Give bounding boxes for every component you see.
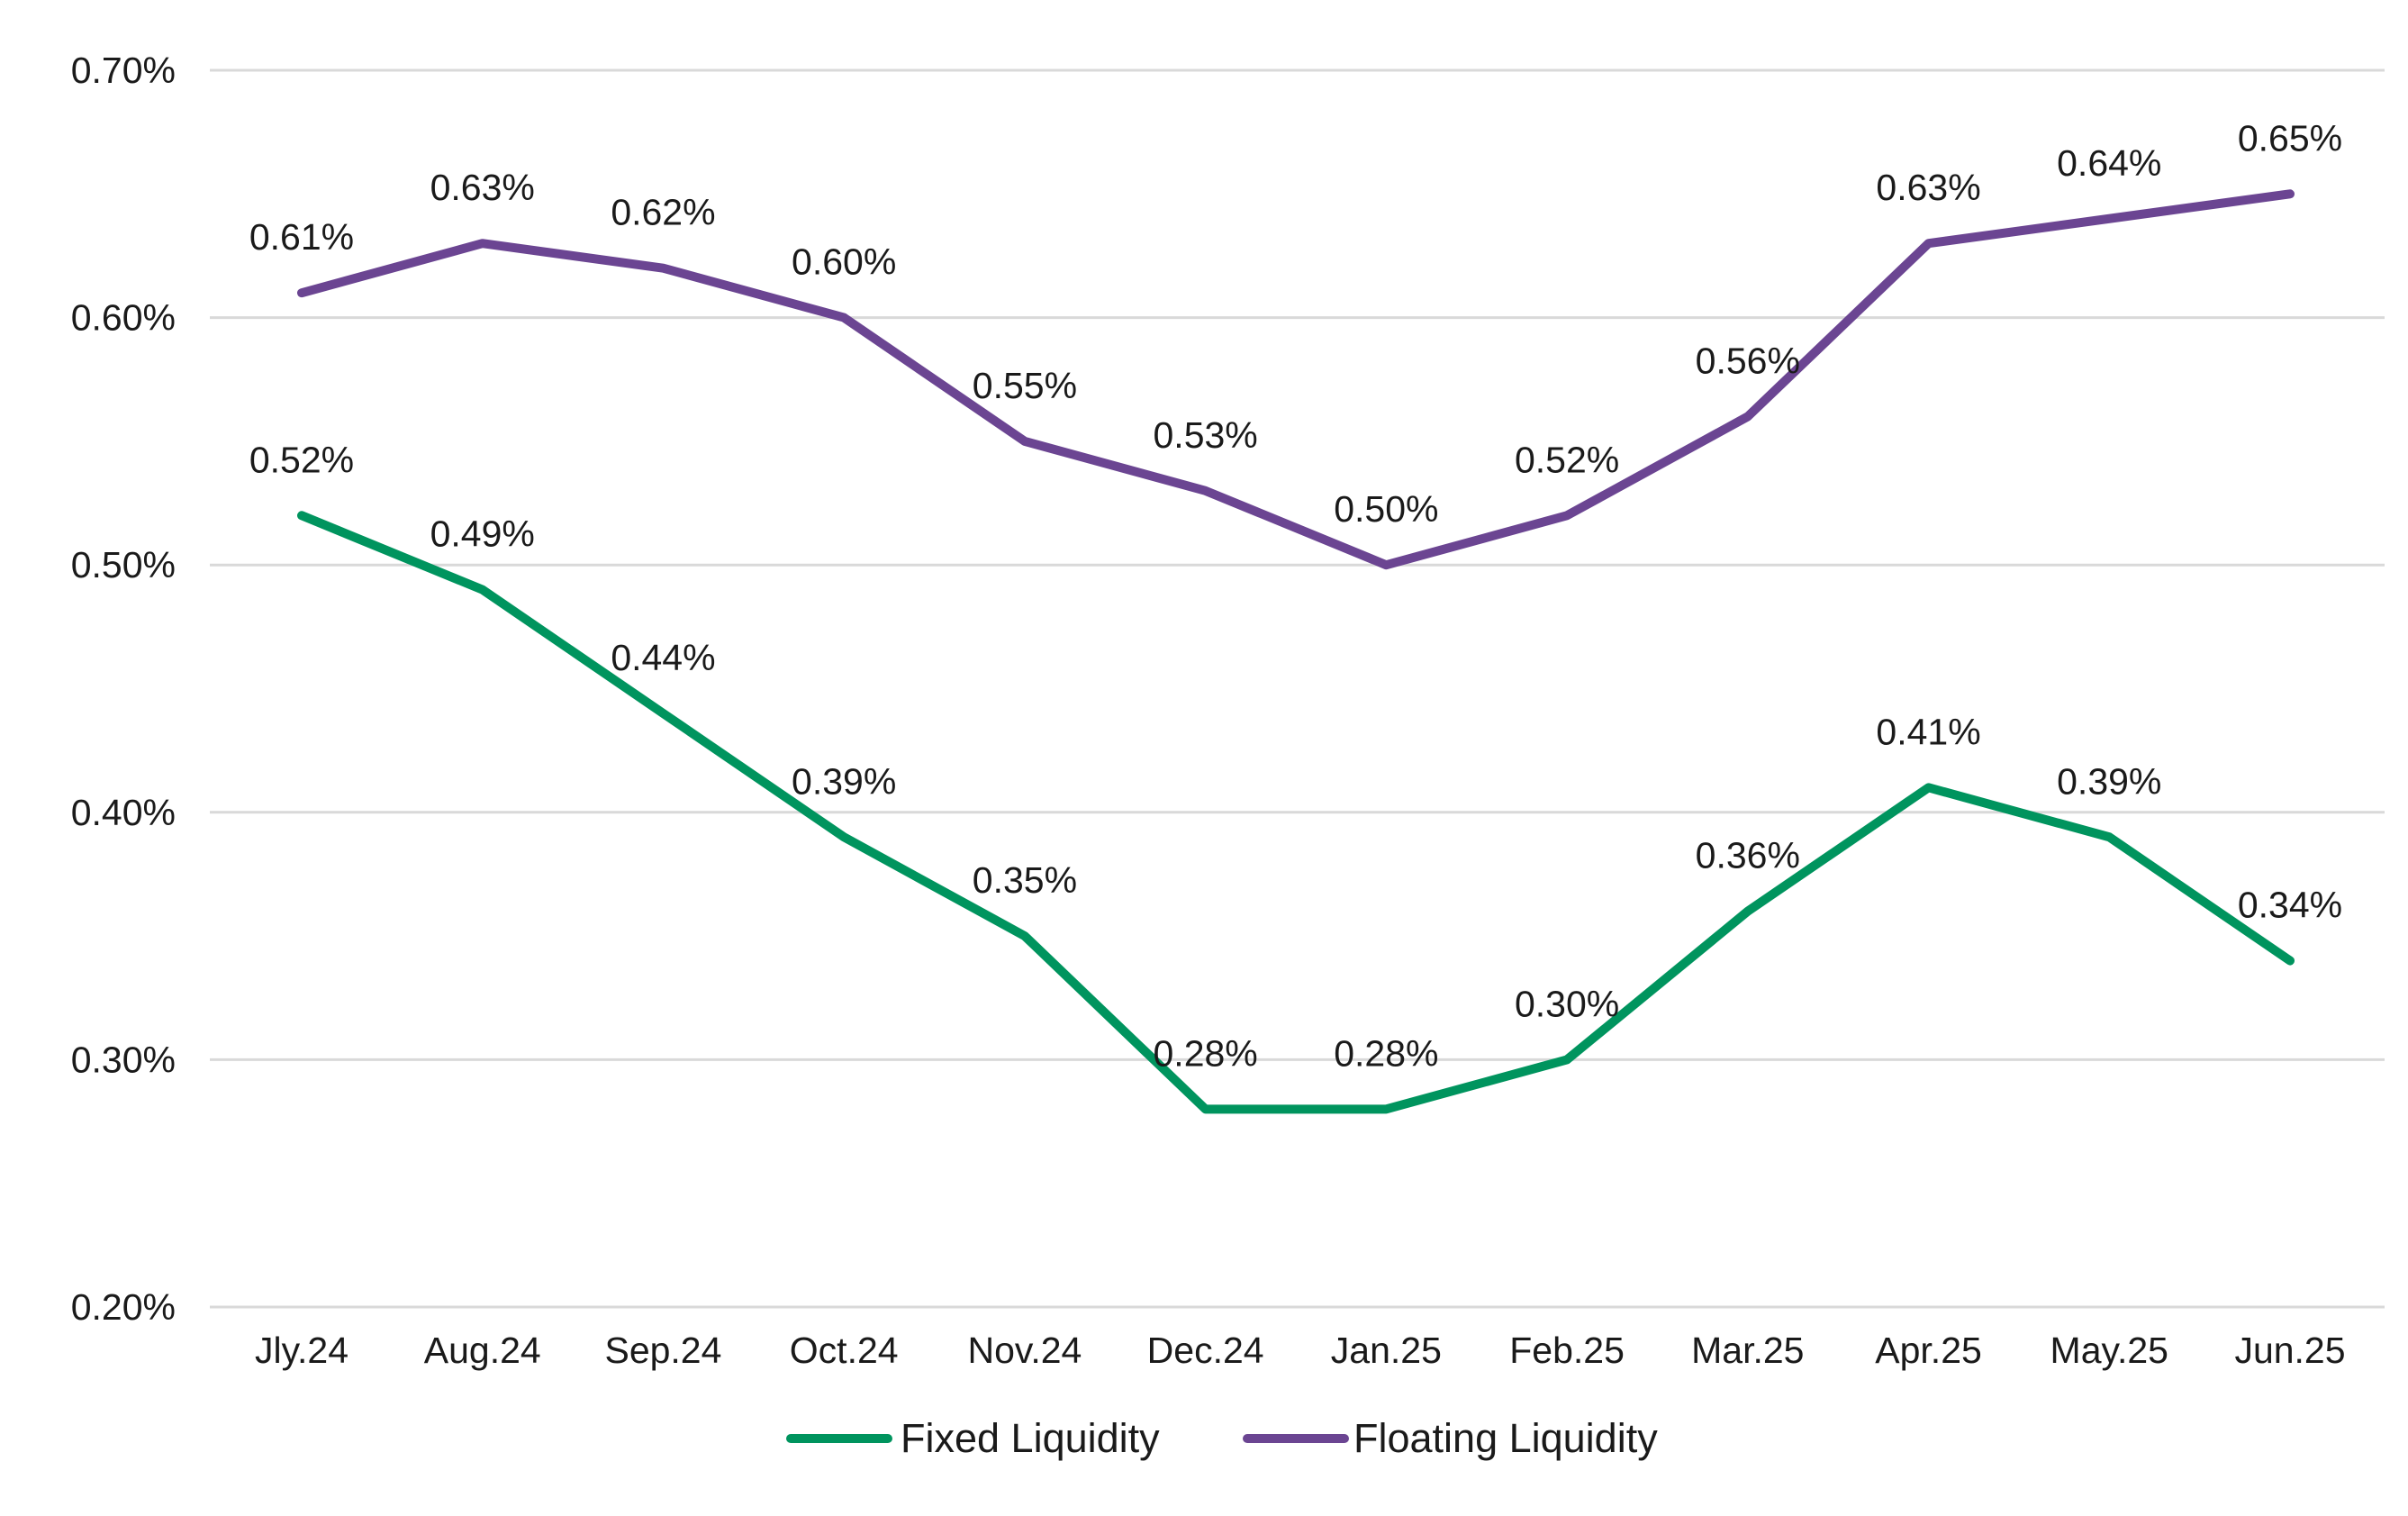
- data-label: 0.50%: [1334, 488, 1438, 530]
- data-label: 0.49%: [430, 513, 535, 555]
- data-label: 0.56%: [1696, 340, 1800, 381]
- data-label: 0.28%: [1154, 1032, 1258, 1074]
- legend: Fixed Liquidity Floating Liquidity: [786, 1415, 1658, 1461]
- data-label: 0.52%: [249, 439, 354, 480]
- x-tick-label: Mar.25: [1691, 1330, 1804, 1371]
- x-tick-label: May.25: [2050, 1330, 2168, 1371]
- data-label: 0.65%: [2238, 117, 2342, 159]
- data-label: 0.52%: [1515, 439, 1619, 480]
- data-label: 0.30%: [1515, 983, 1619, 1024]
- data-label: 0.63%: [430, 167, 535, 208]
- y-tick-label: 0.60%: [71, 297, 176, 339]
- y-tick-label: 0.40%: [71, 792, 176, 833]
- data-label: 0.55%: [973, 365, 1077, 406]
- data-label: 0.41%: [1876, 711, 1980, 752]
- y-tick-label: 0.20%: [71, 1286, 176, 1328]
- data-label: 0.34%: [2238, 885, 2342, 926]
- data-label: 0.62%: [611, 192, 715, 233]
- x-tick-label: Jun.25: [2234, 1330, 2345, 1371]
- x-tick-label: Jly.24: [255, 1330, 349, 1371]
- data-labels: 0.52% 0.49% 0.44% 0.39% 0.35% 0.28% 0.28% 0.30%…: [249, 117, 2342, 1074]
- x-tick-label: Jan.25: [1331, 1330, 1442, 1371]
- x-tick-label: Oct.24: [790, 1330, 899, 1371]
- x-tick-label: Feb.25: [1509, 1330, 1625, 1371]
- series-line-floating-liquidity: [297, 189, 2295, 570]
- x-tick-label: Apr.25: [1875, 1330, 1982, 1371]
- data-label: 0.63%: [1876, 167, 1980, 208]
- y-axis: 0.20% 0.30% 0.40% 0.50% 0.60% 0.70%: [71, 50, 176, 1328]
- gridlines: [210, 68, 2385, 1309]
- series-line-fixed-liquidity: [297, 511, 2295, 1114]
- data-label: 0.44%: [611, 637, 715, 678]
- legend-label: Fixed Liquidity: [901, 1415, 1160, 1461]
- data-label: 0.64%: [2057, 142, 2161, 184]
- data-label: 0.60%: [792, 241, 896, 283]
- data-label: 0.53%: [1154, 414, 1258, 456]
- x-axis: Jly.24 Aug.24 Sep.24 Oct.24 Nov.24 Dec.24 Jan.…: [255, 1330, 2346, 1371]
- data-label: 0.35%: [973, 859, 1077, 901]
- data-label: 0.39%: [2057, 760, 2161, 802]
- series-lines: [297, 189, 2295, 1114]
- data-label: 0.61%: [249, 216, 354, 258]
- x-tick-label: Dec.24: [1147, 1330, 1264, 1371]
- data-label: 0.36%: [1696, 835, 1800, 876]
- y-tick-label: 0.70%: [71, 50, 176, 91]
- y-tick-label: 0.30%: [71, 1039, 176, 1080]
- x-tick-label: Aug.24: [424, 1330, 541, 1371]
- x-tick-label: Nov.24: [967, 1330, 1082, 1371]
- x-tick-label: Sep.24: [604, 1330, 721, 1371]
- data-label: 0.28%: [1334, 1032, 1438, 1074]
- data-label: 0.39%: [792, 760, 896, 802]
- legend-label: Floating Liquidity: [1353, 1415, 1658, 1461]
- y-tick-label: 0.50%: [71, 544, 176, 586]
